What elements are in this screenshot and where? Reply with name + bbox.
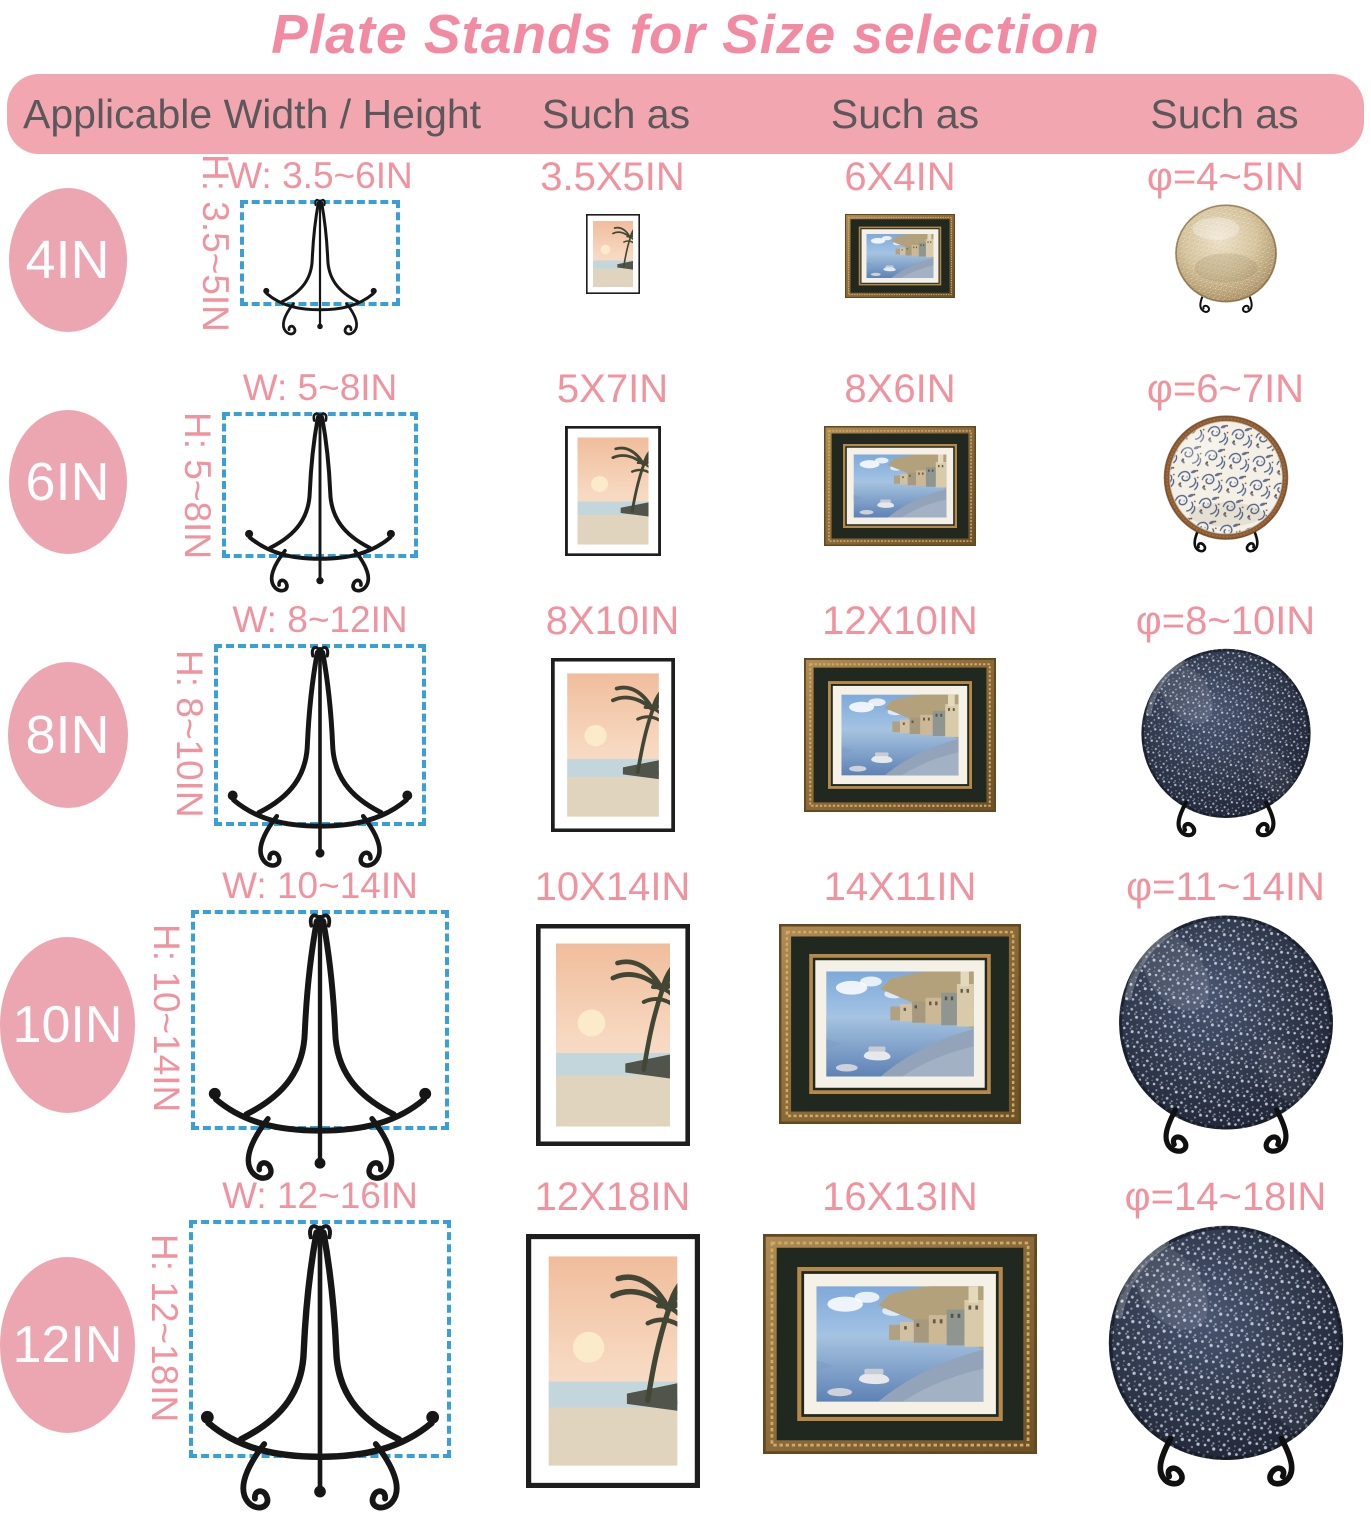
photo-size-label: 10X14IN	[534, 865, 691, 909]
painting-cell: 12X10IN	[720, 598, 1080, 872]
size-row-4in: 4IN W: 3.5~6IN H: 3.5~5IN 3.5X5IN 6X4IN …	[0, 154, 1371, 366]
size-row-8in: 8IN W: 8~12IN H: 8~10IN 8X10IN 12X10IN φ…	[0, 598, 1371, 864]
photo-cell: 10X14IN	[505, 864, 720, 1186]
plate-diameter-label: φ=8~10IN	[1135, 599, 1316, 643]
size-badge-label: 12IN	[12, 1316, 123, 1374]
size-badge-label: 10IN	[12, 996, 123, 1054]
painting-size-label: 6X4IN	[844, 155, 956, 199]
width-range-label: W: 10~14IN	[222, 865, 418, 906]
beach-photo-frame-icon	[551, 658, 675, 832]
height-range-label: H: 12~18IN	[144, 1234, 185, 1423]
painting-size-label: 14X11IN	[823, 865, 977, 909]
size-circle-cell: 4IN	[0, 154, 135, 366]
size-badge-label: 4IN	[25, 230, 110, 290]
navy-speckled-plate-icon	[1111, 912, 1341, 1156]
size-row-10in: 10IN W: 10~14IN H: 10~14IN 10X14IN 14X11…	[0, 864, 1371, 1174]
blue-floral-plate-icon	[1159, 414, 1293, 556]
plate-cell: φ=4~5IN	[1080, 154, 1371, 366]
photo-cell: 5X7IN	[505, 366, 720, 598]
navy-speckled-plate-icon	[1100, 1222, 1352, 1489]
stand-cell: W: 8~12IN H: 8~10IN	[135, 598, 505, 872]
painting-size-label: 16X13IN	[822, 1175, 978, 1219]
size-badge: 8IN	[7, 662, 128, 808]
page-title: Plate Stands for Size selection	[271, 3, 1100, 65]
photo-cell: 8X10IN	[505, 598, 720, 872]
size-circle-cell: 10IN	[0, 864, 135, 1186]
seaside-painting-frame-icon	[824, 426, 976, 546]
plate-cell: φ=14~18IN	[1080, 1174, 1371, 1516]
stand-figure: H: 3.5~5IN	[195, 154, 400, 338]
width-range-label: W: 12~16IN	[222, 1175, 418, 1216]
height-range-label: H: 5~8IN	[177, 412, 218, 560]
width-range-label: W: 3.5~6IN	[227, 155, 413, 196]
plate-diameter-label: φ=6~7IN	[1146, 367, 1305, 411]
painting-cell: 6X4IN	[720, 154, 1080, 366]
height-range-label: H: 3.5~5IN	[195, 154, 236, 332]
width-range-label: W: 8~12IN	[232, 599, 408, 640]
easel-stand-icon	[259, 194, 381, 338]
seaside-painting-frame-icon	[804, 658, 996, 812]
easel-stand-icon	[240, 406, 401, 596]
photo-size-label: 5X7IN	[556, 367, 669, 411]
stand-cell: W: 3.5~6IN H: 3.5~5IN	[135, 154, 505, 366]
painting-size-label: 8X6IN	[844, 367, 956, 411]
table-header-bar: Applicable Width / Height Such as Such a…	[7, 74, 1364, 154]
photo-size-label: 12X18IN	[534, 1175, 691, 1219]
stand-figure: H: 8~10IN	[169, 644, 426, 872]
size-badge: 10IN	[0, 937, 135, 1113]
seaside-painting-frame-icon	[763, 1234, 1037, 1454]
beach-photo-frame-icon	[536, 924, 690, 1146]
header-such-as-plates: Such as	[1150, 90, 1299, 137]
photo-size-label: 8X10IN	[545, 599, 680, 643]
painting-cell: 8X6IN	[720, 366, 1080, 598]
size-row-12in: 12IN W: 12~16IN H: 12~18IN 12X18IN 16X13…	[0, 1174, 1371, 1498]
stand-cell: W: 5~8IN H: 5~8IN	[135, 366, 505, 598]
plate-diameter-label: φ=4~5IN	[1146, 155, 1305, 199]
size-badge: 12IN	[0, 1257, 135, 1433]
size-circle-cell: 6IN	[0, 366, 135, 598]
photo-cell: 3.5X5IN	[505, 154, 720, 366]
stand-cell: W: 12~16IN H: 12~18IN	[135, 1174, 505, 1516]
easel-stand-icon	[192, 1214, 448, 1516]
header-such-as-photos: Such as	[541, 90, 691, 137]
beach-photo-frame-icon	[526, 1234, 700, 1488]
height-range-label: H: 8~10IN	[169, 650, 210, 818]
navy-speckled-plate-icon	[1135, 646, 1317, 839]
painting-size-label: 12X10IN	[822, 599, 978, 643]
size-row-6in: 6IN W: 5~8IN H: 5~8IN 5X7IN 8X6IN φ=6~7I…	[0, 366, 1371, 598]
size-badge: 6IN	[8, 410, 127, 554]
beach-photo-frame-icon	[565, 426, 661, 556]
plate-diameter-label: φ=11~14IN	[1126, 865, 1325, 909]
plate-cell: φ=11~14IN	[1080, 864, 1371, 1186]
size-circle-cell: 8IN	[0, 598, 135, 872]
seaside-painting-frame-icon	[779, 924, 1021, 1124]
painting-cell: 16X13IN	[720, 1174, 1080, 1516]
easel-stand-icon	[221, 638, 419, 872]
height-range-label: H: 10~14IN	[146, 924, 187, 1113]
photo-size-label: 3.5X5IN	[540, 155, 685, 199]
stand-cell: W: 10~14IN H: 10~14IN	[135, 864, 505, 1186]
plate-diameter-label: φ=14~18IN	[1124, 1175, 1327, 1219]
size-badge-label: 8IN	[25, 705, 110, 765]
beach-photo-frame-icon	[586, 214, 640, 294]
easel-stand-icon	[201, 904, 440, 1186]
header-applicable-width-height: Applicable Width / Height	[23, 90, 482, 137]
size-badge-label: 6IN	[25, 452, 110, 512]
stand-figure: H: 12~18IN	[144, 1220, 451, 1516]
stand-figure: H: 10~14IN	[146, 910, 449, 1186]
header-such-as-paintings: Such as	[830, 90, 980, 137]
stand-figure: H: 5~8IN	[177, 412, 418, 596]
plate-cell: φ=8~10IN	[1080, 598, 1371, 872]
painting-cell: 14X11IN	[720, 864, 1080, 1186]
size-circle-cell: 12IN	[0, 1174, 135, 1516]
photo-cell: 12X18IN	[505, 1174, 720, 1516]
plate-cell: φ=6~7IN	[1080, 366, 1371, 598]
size-badge: 4IN	[8, 188, 127, 332]
width-range-label: W: 5~8IN	[242, 367, 398, 408]
seaside-painting-frame-icon	[845, 214, 955, 298]
gold-speckled-plate-icon	[1170, 202, 1282, 317]
